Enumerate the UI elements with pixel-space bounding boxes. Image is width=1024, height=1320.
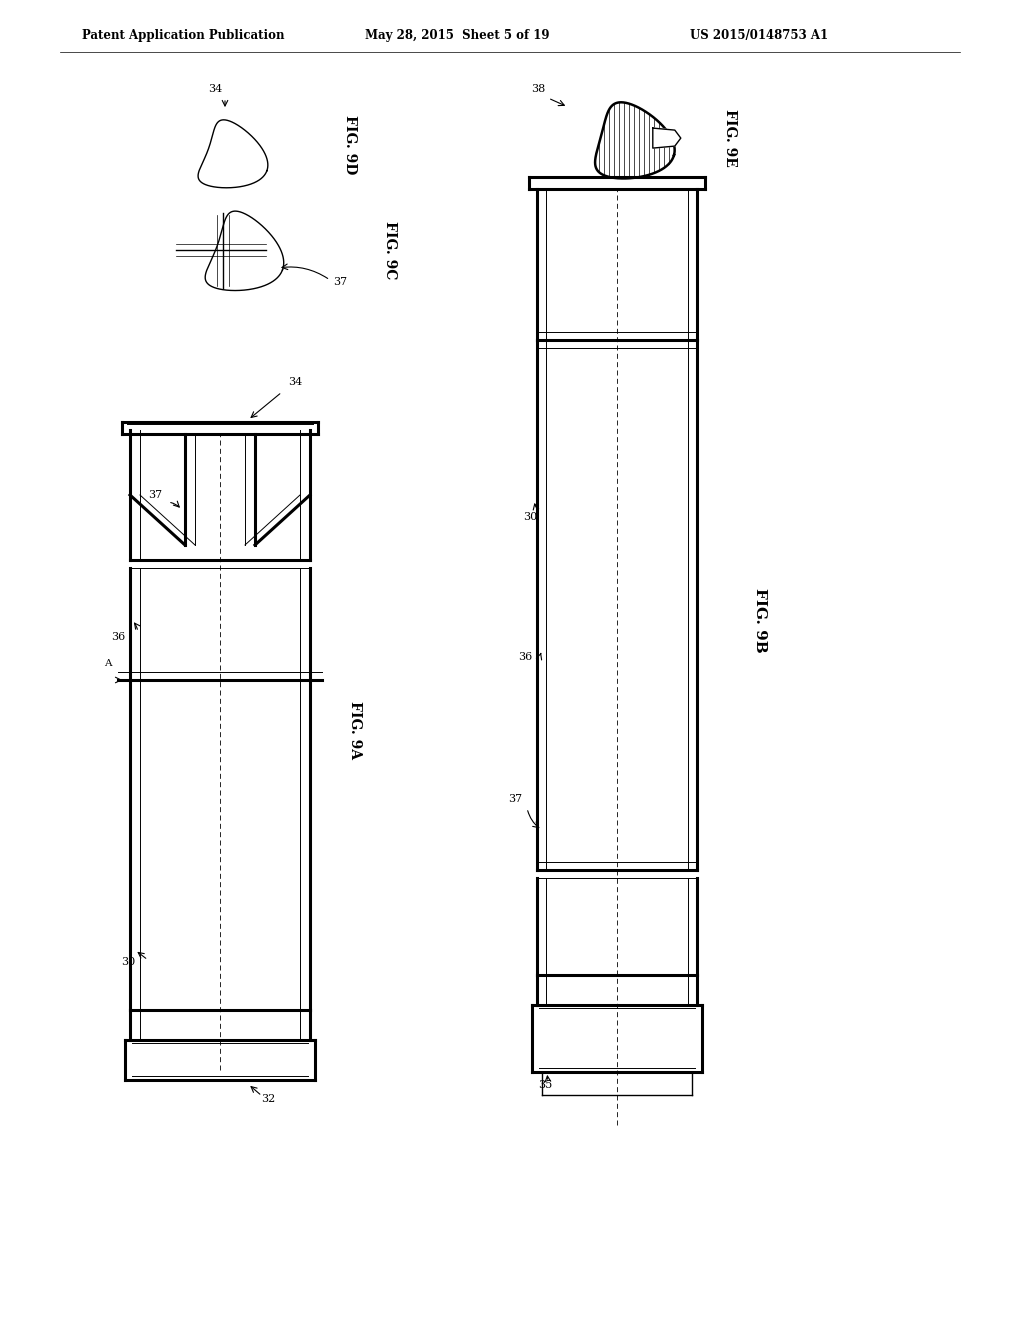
Text: May 28, 2015  Sheet 5 of 19: May 28, 2015 Sheet 5 of 19 [365,29,550,41]
Polygon shape [595,102,675,178]
Text: 35: 35 [538,1080,552,1090]
Text: FIG. 9B: FIG. 9B [753,587,767,652]
Text: 37: 37 [333,277,347,286]
Text: 30: 30 [523,512,538,521]
Polygon shape [653,128,681,148]
Text: FIG. 9C: FIG. 9C [383,220,397,280]
Text: US 2015/0148753 A1: US 2015/0148753 A1 [690,29,828,41]
Text: FIG. 9D: FIG. 9D [343,115,357,174]
Text: 36: 36 [111,632,125,642]
Text: FIG. 9E: FIG. 9E [723,110,737,166]
Text: FIG. 9A: FIG. 9A [348,701,362,759]
Text: 32: 32 [261,1094,275,1104]
Polygon shape [205,211,284,290]
Text: 37: 37 [147,490,162,500]
Text: 38: 38 [530,84,545,94]
Text: 30: 30 [121,957,135,968]
Text: A: A [104,659,112,668]
Text: 36: 36 [518,652,532,663]
Text: 34: 34 [288,378,302,387]
Text: 37: 37 [508,795,522,804]
Text: 34: 34 [208,84,222,94]
Text: Patent Application Publication: Patent Application Publication [82,29,285,41]
